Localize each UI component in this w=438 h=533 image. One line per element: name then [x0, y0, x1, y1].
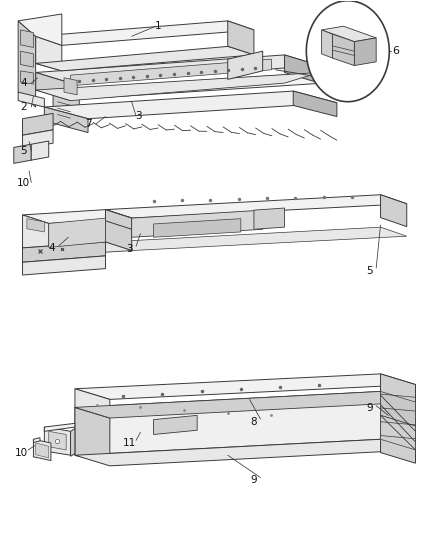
Polygon shape — [14, 144, 31, 164]
Polygon shape — [35, 36, 62, 71]
Polygon shape — [228, 51, 263, 79]
Polygon shape — [381, 391, 416, 426]
Polygon shape — [106, 195, 407, 218]
Polygon shape — [22, 256, 106, 275]
Polygon shape — [44, 423, 75, 431]
Polygon shape — [33, 439, 51, 461]
Polygon shape — [71, 429, 75, 456]
Polygon shape — [106, 209, 132, 251]
Polygon shape — [22, 209, 132, 223]
Text: 4: 4 — [20, 78, 27, 88]
Polygon shape — [49, 218, 106, 247]
Text: 3: 3 — [126, 244, 133, 254]
Polygon shape — [75, 391, 416, 418]
Polygon shape — [332, 34, 354, 66]
Polygon shape — [27, 219, 44, 232]
Polygon shape — [75, 391, 381, 455]
Polygon shape — [75, 374, 416, 399]
Polygon shape — [321, 30, 332, 58]
Polygon shape — [381, 195, 407, 227]
Polygon shape — [22, 114, 53, 135]
Polygon shape — [44, 91, 337, 119]
Text: 3: 3 — [135, 111, 141, 121]
Polygon shape — [75, 439, 416, 466]
Polygon shape — [35, 443, 49, 458]
Polygon shape — [20, 71, 33, 84]
Polygon shape — [75, 407, 110, 464]
Polygon shape — [20, 51, 33, 67]
Polygon shape — [106, 227, 407, 251]
Text: 2: 2 — [20, 102, 27, 112]
Polygon shape — [35, 72, 71, 101]
Polygon shape — [381, 374, 416, 463]
Polygon shape — [228, 21, 254, 55]
Polygon shape — [18, 14, 62, 45]
Polygon shape — [64, 78, 77, 95]
Polygon shape — [53, 74, 324, 99]
Polygon shape — [35, 72, 319, 101]
Polygon shape — [293, 91, 337, 117]
Polygon shape — [22, 130, 53, 149]
Polygon shape — [35, 55, 319, 83]
Polygon shape — [18, 21, 35, 107]
Polygon shape — [44, 427, 71, 455]
Text: 7: 7 — [85, 119, 92, 129]
Polygon shape — [53, 90, 79, 118]
Polygon shape — [22, 242, 132, 256]
Polygon shape — [49, 431, 66, 450]
Text: 9: 9 — [251, 475, 257, 485]
Polygon shape — [381, 415, 416, 450]
Polygon shape — [71, 59, 272, 86]
Text: 4: 4 — [49, 244, 56, 253]
Circle shape — [306, 1, 389, 102]
Polygon shape — [22, 215, 49, 256]
Polygon shape — [44, 107, 88, 133]
Polygon shape — [132, 210, 263, 237]
Text: 5: 5 — [20, 146, 27, 156]
Polygon shape — [354, 38, 376, 66]
Text: 5: 5 — [366, 266, 373, 276]
Text: 9: 9 — [366, 403, 373, 414]
Polygon shape — [33, 438, 40, 442]
Polygon shape — [35, 21, 254, 45]
Polygon shape — [22, 242, 106, 262]
Polygon shape — [35, 46, 254, 71]
Polygon shape — [106, 209, 132, 229]
Text: 8: 8 — [251, 417, 257, 427]
Polygon shape — [285, 55, 319, 83]
Polygon shape — [254, 208, 285, 229]
Text: 11: 11 — [123, 438, 136, 448]
Polygon shape — [75, 389, 110, 418]
Polygon shape — [31, 141, 49, 160]
Text: 10: 10 — [15, 448, 28, 457]
Text: 6: 6 — [392, 46, 399, 56]
Text: 10: 10 — [17, 177, 30, 188]
Polygon shape — [153, 219, 241, 237]
Polygon shape — [18, 92, 44, 107]
Polygon shape — [20, 30, 33, 47]
Text: 1: 1 — [155, 21, 161, 31]
Polygon shape — [321, 26, 376, 42]
Polygon shape — [153, 415, 197, 434]
